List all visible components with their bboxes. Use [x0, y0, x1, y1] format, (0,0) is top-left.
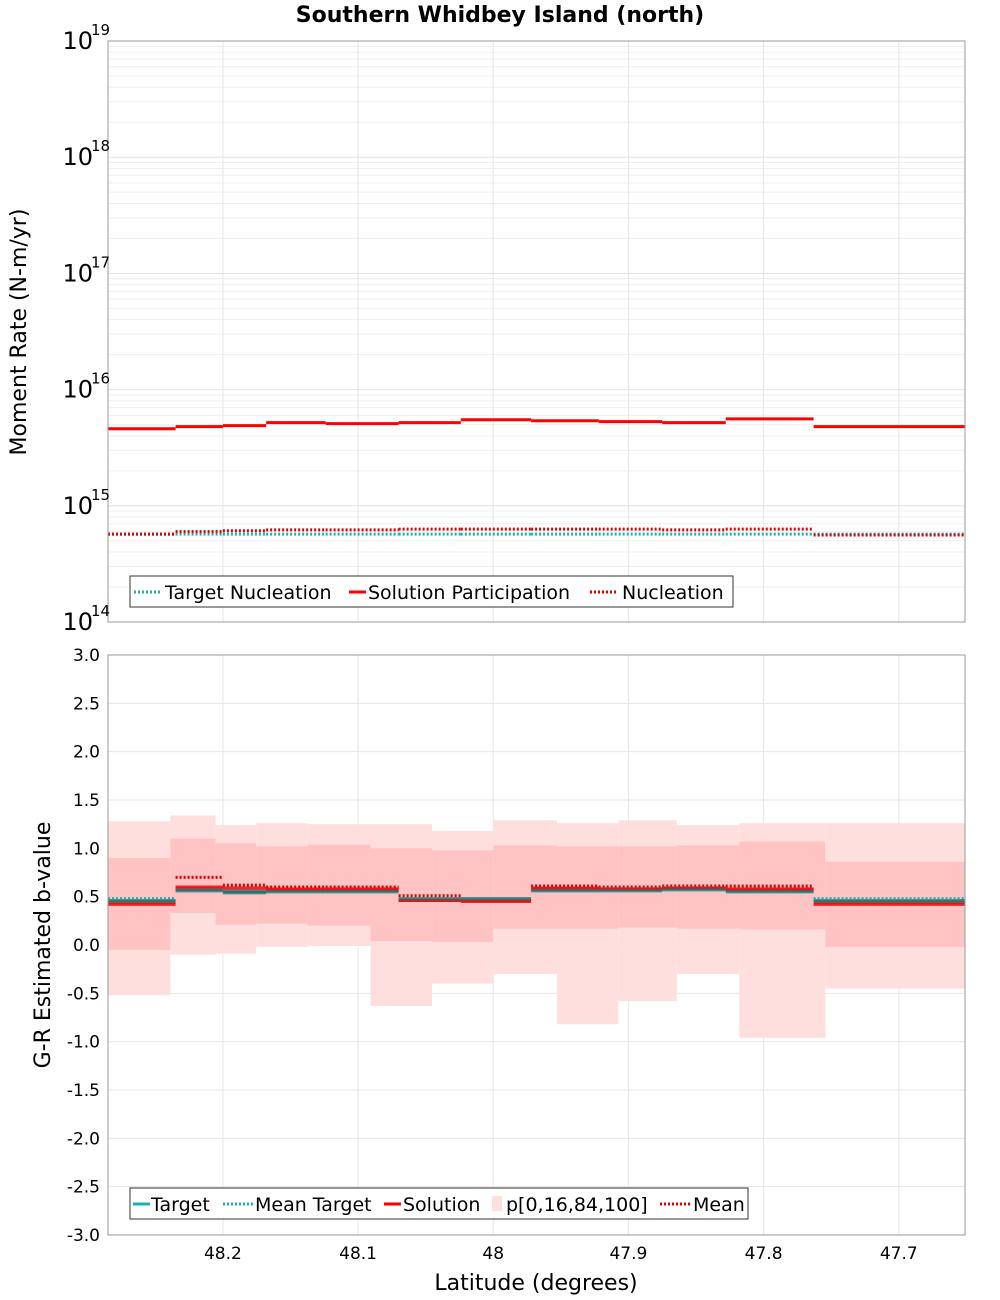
top-y-tick-base: 10: [62, 27, 93, 55]
top-y-tick-exponent: 15: [91, 486, 110, 504]
top-y-tick-base: 10: [62, 376, 93, 404]
x-axis-label: Latitude (degrees): [434, 1271, 637, 1296]
x-tick-labels: 48.2 48.1 48 47.9 47.8 47.7: [204, 1244, 918, 1264]
band-inner-6: [432, 850, 494, 943]
top-plot-frame: [107, 40, 966, 623]
bottom-legend-label-1: Mean Target: [255, 1194, 372, 1216]
top-y-tick-exponent: 17: [91, 253, 110, 271]
bottom-y-tick-label: 2.5: [73, 694, 100, 714]
top-legend: Target Nucleation Solution Participation N…: [129, 575, 734, 608]
bottom-legend: Target Mean Target Solution p[0,16,84,100] M…: [129, 1187, 749, 1220]
bottom-y-tick-label: -2.5: [67, 1178, 100, 1198]
bottom-y-axis-label: G-R Estimated b-value: [31, 822, 56, 1069]
bottom-y-tick-label: -2.0: [67, 1129, 100, 1149]
bottom-legend-label-3: p[0,16,84,100]: [506, 1194, 648, 1216]
top-y-tick-exponent: 14: [91, 602, 110, 620]
top-y-tick-base: 10: [62, 143, 93, 171]
band-inner-5: [370, 848, 433, 942]
top-series-group: [108, 417, 965, 537]
top-y-tick-exponent: 16: [91, 370, 110, 388]
x-tick-label: 47.7: [880, 1244, 918, 1264]
top-legend-box: [129, 575, 734, 608]
top-y-tick-base: 10: [62, 259, 93, 287]
bottom-y-tick-label: 0.5: [73, 888, 100, 908]
top-y-tick-exponent: 19: [91, 21, 110, 39]
x-tick-label: 48.2: [204, 1244, 242, 1264]
bottom-legend-label-0: Target: [150, 1194, 210, 1216]
top-legend-label-0: Target Nucleation: [164, 582, 332, 604]
top-y-tick-base: 10: [62, 492, 93, 520]
bottom-y-tick-label: 1.5: [73, 791, 100, 811]
top-legend-label-2: Nucleation: [622, 582, 724, 604]
bottom-legend-swatch-3: [492, 1196, 502, 1211]
x-tick-label: 47.8: [745, 1244, 783, 1264]
bottom-y-tick-label: -3.0: [67, 1226, 100, 1246]
top-plot-area: [108, 41, 965, 622]
bottom-y-tick-label: -1.5: [67, 1081, 100, 1101]
top-gridlines: [108, 41, 965, 623]
bottom-y-tick-label: 2.0: [73, 743, 100, 763]
bottom-legend-label-2: Solution: [403, 1194, 480, 1216]
top-y-tick-exponent: 18: [91, 137, 110, 155]
bottom-y-tick-label: -1.0: [67, 1033, 100, 1053]
bottom-y-tick-label: -0.5: [67, 984, 100, 1004]
chart-title: Southern Whidbey Island (north): [296, 3, 704, 28]
x-tick-label: 48.1: [339, 1244, 377, 1264]
bottom-y-tick-label: 0.0: [73, 936, 100, 956]
top-legend-label-1: Solution Participation: [368, 582, 570, 604]
x-tick-label: 48: [482, 1244, 504, 1264]
bottom-series-group: [108, 875, 965, 906]
bottom-y-tick-labels: -3.0 -2.5 -2.0 -1.5 -1.0 -0.5 0.0 0.5 1.0 1.5 2.0 2…: [67, 646, 100, 1246]
bottom-y-tick-label: 1.0: [73, 839, 100, 859]
top-y-tick-base: 10: [62, 608, 93, 636]
bottom-legend-label-4: Mean: [693, 1194, 745, 1216]
x-tick-label: 47.9: [609, 1244, 647, 1264]
band-inner-4: [307, 844, 371, 926]
bottom-y-tick-label: 3.0: [73, 646, 100, 666]
top-y-axis-label: Moment Rate (N-m/yr): [7, 209, 32, 456]
bottom-plot-frame: [107, 654, 966, 1236]
b-value-panel: -3.0 -2.5 -2.0 -1.5 -1.0 -0.5 0.0 0.5 1.0 1.5 2.0 2…: [31, 646, 966, 1296]
